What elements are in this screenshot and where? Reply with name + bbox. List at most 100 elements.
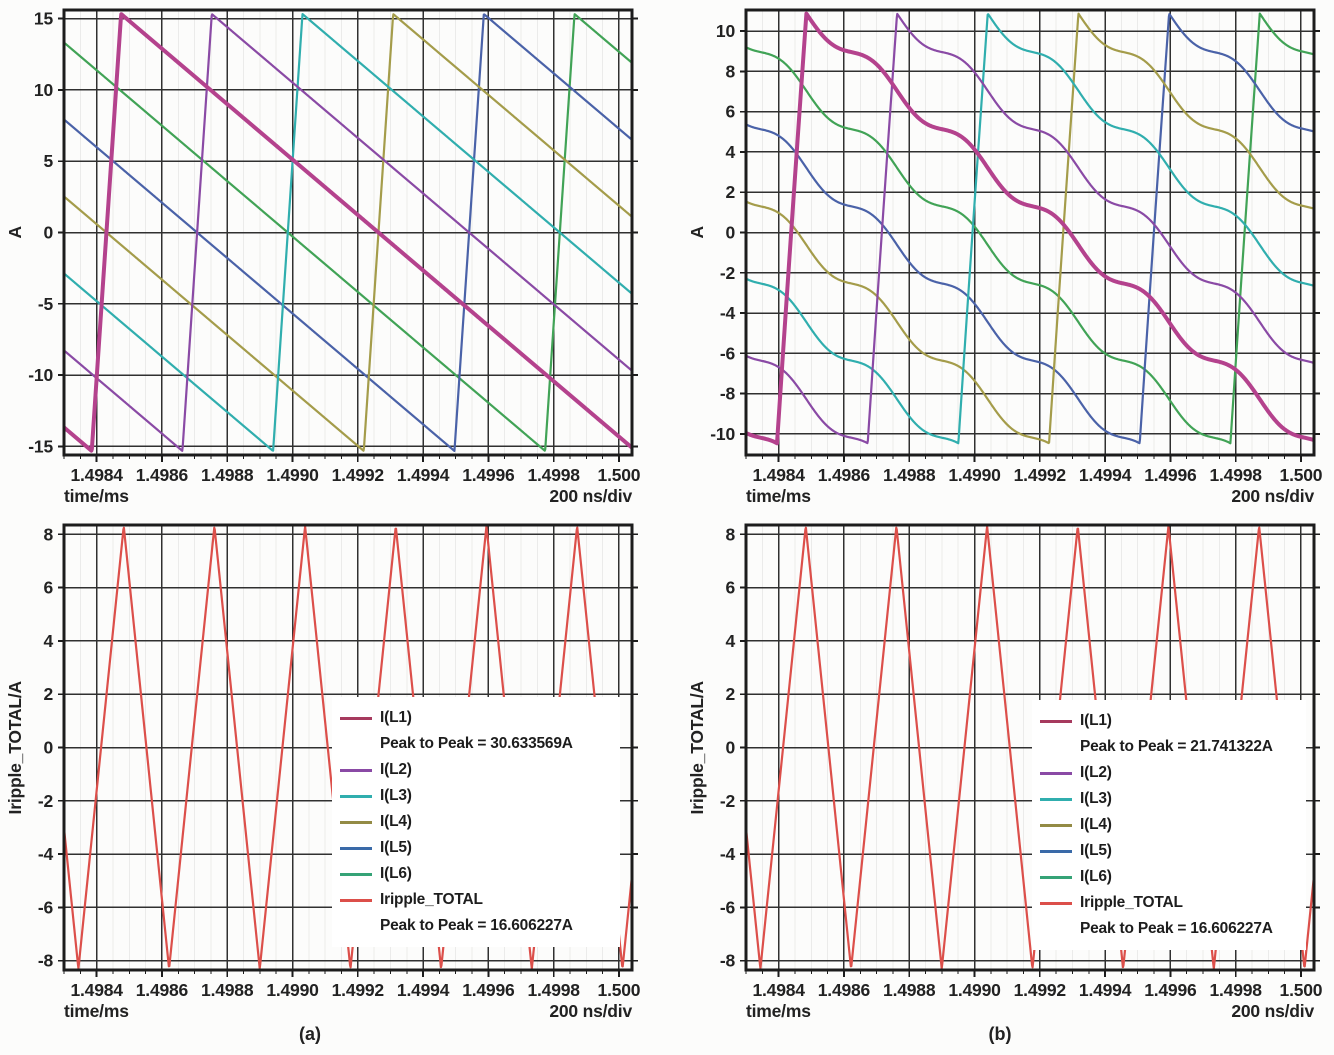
x-tick-label: 1.4994 <box>1079 465 1132 485</box>
x-div-label: 200 ns/div <box>1231 486 1314 506</box>
y-tick-label: 0 <box>43 223 53 243</box>
legend-item-iripple: Iripple_TOTAL <box>1040 890 1298 916</box>
legend-item-il2: I(L2) <box>340 757 612 783</box>
legend-label: I(L1) <box>380 709 412 726</box>
legend-label: I(L2) <box>1080 764 1112 781</box>
series-color-swatch <box>340 794 372 798</box>
y-tick-label: 0 <box>725 223 735 243</box>
curve-I(L4) <box>746 12 1314 445</box>
y-tick-label: -10 <box>28 365 53 385</box>
y-tick-label: 4 <box>725 142 735 162</box>
legend-label: Iripple_TOTAL <box>1080 894 1183 911</box>
legend-item-il3: I(L3) <box>340 783 612 809</box>
legend-item-il3: I(L3) <box>1040 786 1298 812</box>
x-axis-label: time/ms <box>746 1001 811 1021</box>
curve-I(L6) <box>746 12 1314 445</box>
legend-label: I(L6) <box>1080 868 1112 885</box>
y-tick-label: 15 <box>34 9 54 29</box>
curve-I(L6) <box>64 13 632 452</box>
y-tick-label: -8 <box>720 951 736 971</box>
x-tick-label: 1.4990 <box>948 980 1001 1000</box>
y-axis-label-wrap: Iripple_TOTAL/A <box>2 525 28 970</box>
x-axis-label: time/ms <box>64 486 129 506</box>
series-color-swatch <box>340 768 372 772</box>
peak-to-peak-note: Peak to Peak = 30.633569A <box>380 735 573 752</box>
x-tick-label: 1.4986 <box>136 980 189 1000</box>
x-tick-label: 1.4992 <box>332 465 385 485</box>
x-tick-label: 1.500 <box>1280 465 1323 485</box>
y-tick-label: 10 <box>34 80 54 100</box>
y-tick-label: 10 <box>716 21 736 41</box>
x-tick-label: 1.4988 <box>883 465 936 485</box>
x-tick-label: 1.4996 <box>462 980 515 1000</box>
peak-to-peak-note: Peak to Peak = 16.606227A <box>1080 920 1273 937</box>
chart-phase-currents-uncoupled: 1.4984 1.4986 1.4988 1.4990 1.4992 1.4994 1.49… <box>28 8 641 485</box>
legend-label: I(L1) <box>1080 712 1112 729</box>
legend-label: I(L3) <box>380 787 412 804</box>
y-axis-label: Iripple_TOTAL/A <box>686 680 707 815</box>
x-tick-label: 1.4992 <box>332 980 385 1000</box>
y-axis-label: Iripple_TOTAL/A <box>4 680 25 815</box>
x-tick-label: 1.500 <box>1280 980 1323 1000</box>
x-tick-label: 1.4990 <box>266 980 319 1000</box>
y-tick-label: -2 <box>720 791 736 811</box>
legend-label: I(L6) <box>380 865 412 882</box>
legend-label: I(L4) <box>380 813 412 830</box>
y-tick-label: -15 <box>28 436 53 456</box>
y-tick-label: 4 <box>43 631 53 651</box>
series-color-swatch <box>340 716 372 720</box>
x-axis-label: time/ms <box>746 486 811 506</box>
series-color-swatch <box>1040 823 1072 827</box>
y-tick-label: -6 <box>720 897 736 917</box>
y-tick-label: -2 <box>38 791 54 811</box>
series-color-swatch <box>340 872 372 876</box>
y-tick-label: 0 <box>725 738 735 758</box>
chart-phase-currents-coupled: 1.4984 1.4986 1.4988 1.4990 1.4992 1.4994 1.49… <box>710 8 1323 485</box>
y-axis-label-wrap: A <box>684 10 710 455</box>
y-tick-label: 2 <box>725 182 735 202</box>
series-color-swatch <box>1040 849 1072 853</box>
x-tick-label: 1.4996 <box>462 465 515 485</box>
series-color-swatch <box>1040 901 1072 905</box>
caption-b: (b) <box>988 1024 1012 1044</box>
legend-label: I(L5) <box>380 839 412 856</box>
y-axis-label: A <box>686 226 707 239</box>
x-tick-label: 1.4994 <box>397 980 450 1000</box>
x-tick-label: 1.4990 <box>266 465 319 485</box>
y-tick-label: 6 <box>43 578 53 598</box>
legend-item-il5: I(L5) <box>1040 838 1298 864</box>
x-tick-label: 1.4996 <box>1144 465 1197 485</box>
x-tick-label: 1.4988 <box>883 980 936 1000</box>
x-tick-label: 1.4984 <box>752 465 805 485</box>
x-tick-label: 1.4998 <box>1209 465 1262 485</box>
x-tick-label: 1.4994 <box>1079 980 1132 1000</box>
legend-item-il4: I(L4) <box>1040 812 1298 838</box>
x-tick-label: 1.4994 <box>397 465 450 485</box>
legend-label: I(L4) <box>1080 816 1112 833</box>
y-tick-label: -4 <box>720 844 736 864</box>
x-tick-label: 1.4992 <box>1014 980 1067 1000</box>
series-color-swatch <box>340 846 372 850</box>
legend-item-il5: I(L5) <box>340 835 612 861</box>
x-tick-label: 1.4998 <box>527 465 580 485</box>
series-color-swatch <box>1040 797 1072 801</box>
y-axis-label-wrap: Iripple_TOTAL/A <box>684 525 710 970</box>
x-tick-label: 1.4984 <box>752 980 805 1000</box>
x-tick-label: 1.4986 <box>818 980 871 1000</box>
x-tick-label: 1.4984 <box>70 980 123 1000</box>
legend-item-il6: I(L6) <box>1040 864 1298 890</box>
x-tick-label: 1.500 <box>598 465 641 485</box>
y-tick-label: -8 <box>720 384 736 404</box>
y-tick-label: -6 <box>38 897 54 917</box>
series-curves <box>64 12 632 453</box>
peak-to-peak-note: Peak to Peak = 21.741322A <box>1080 738 1273 755</box>
x-div-label: 200 ns/div <box>1231 1001 1314 1021</box>
y-tick-label: -6 <box>720 343 736 363</box>
legend-item-il6: I(L6) <box>340 861 612 887</box>
x-tick-label: 1.4998 <box>1209 980 1262 1000</box>
curve-I(L5) <box>64 13 632 452</box>
curve-I(L5) <box>746 12 1314 445</box>
x-tick-label: 1.4996 <box>1144 980 1197 1000</box>
curve-I(L2) <box>64 13 632 452</box>
